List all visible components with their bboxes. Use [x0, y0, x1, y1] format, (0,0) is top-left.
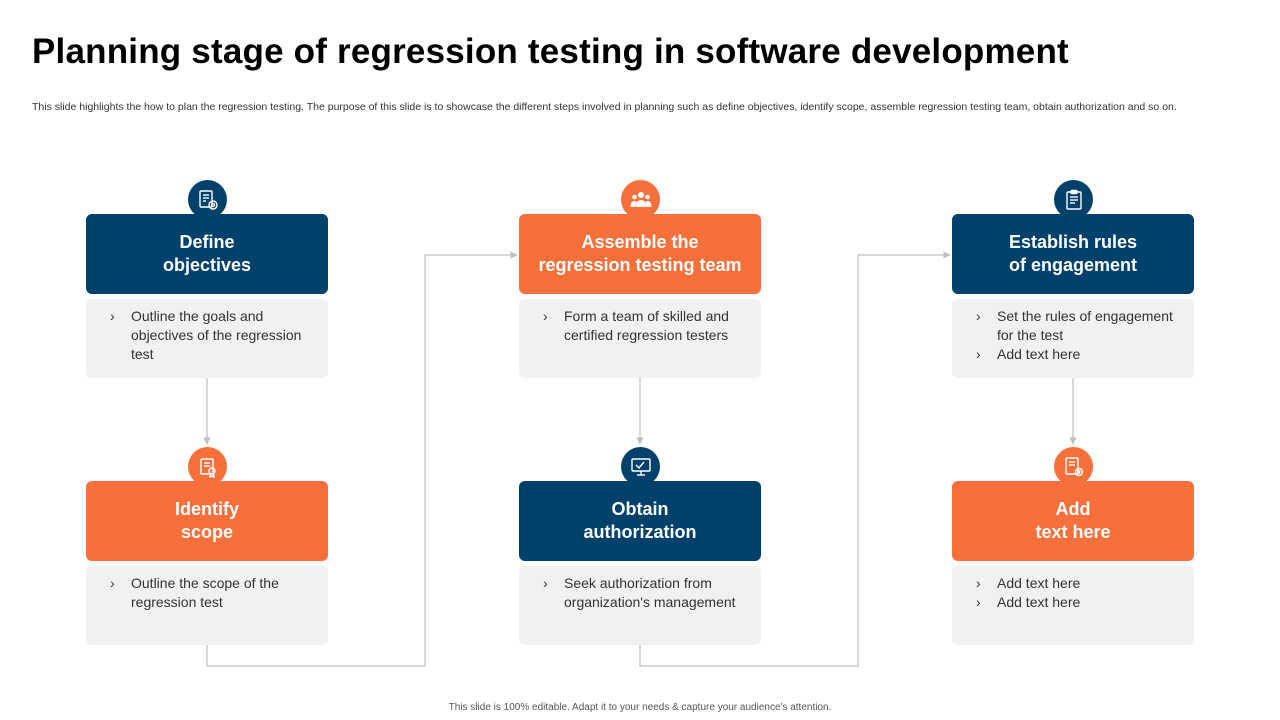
team-icon — [621, 180, 660, 219]
connector-scope-to-assemble — [206, 251, 518, 667]
step-header: Assemble the regression testing team — [519, 214, 761, 294]
step-bullet: Set the rules of engagement for the test — [976, 307, 1184, 345]
step-card-add-text: Add text here Add text here Add text her… — [952, 481, 1194, 645]
clipboard-rules-icon — [1054, 180, 1093, 219]
slide-footer: This slide is 100% editable. Adapt it to… — [448, 702, 832, 713]
step-title: Establish rules of engagement — [1008, 232, 1138, 275]
step-details: Add text here Add text here — [952, 566, 1194, 645]
step-bullet: Add text here — [976, 574, 1184, 593]
step-bullet: Add text here — [976, 593, 1184, 612]
step-title: Assemble the regression testing team — [538, 232, 742, 275]
checklist-target-icon — [188, 180, 227, 219]
step-card-obtain-authorization: Obtain authorization Seek authorization … — [519, 481, 761, 645]
step-header: Add text here — [952, 481, 1194, 561]
step-title: Identify scope — [174, 499, 239, 542]
connector-authorization-to-rules — [639, 251, 951, 667]
step-header: Obtain authorization — [519, 481, 761, 561]
step-card-establish-rules: Establish rules of engagement Set the ru… — [952, 214, 1194, 378]
step-header: Establish rules of engagement — [952, 214, 1194, 294]
step-bullet: Outline the goals and objectives of the … — [110, 307, 318, 364]
step-title: Obtain authorization — [583, 499, 697, 542]
step-bullet: Form a team of skilled and certified reg… — [543, 307, 751, 345]
slide-description: This slide highlights the how to plan th… — [32, 101, 1177, 113]
step-title: Add text here — [1035, 499, 1111, 542]
report-settings-icon — [1054, 447, 1093, 486]
step-title: Define objectives — [162, 232, 252, 275]
step-bullet: Add text here — [976, 345, 1184, 364]
step-details: Form a team of skilled and certified reg… — [519, 299, 761, 378]
slide-title: Planning stage of regression testing in … — [32, 32, 1069, 71]
step-details: Set the rules of engagement for the test… — [952, 299, 1194, 378]
step-card-identify-scope: Identify scope Outline the scope of the … — [86, 481, 328, 645]
step-bullet: Seek authorization from organization's m… — [543, 574, 751, 612]
document-certificate-icon — [188, 447, 227, 486]
step-card-define-objectives: Define objectives Outline the goals and … — [86, 214, 328, 378]
step-header: Identify scope — [86, 481, 328, 561]
step-header: Define objectives — [86, 214, 328, 294]
step-details: Outline the scope of the regression test — [86, 566, 328, 645]
step-bullet: Outline the scope of the regression test — [110, 574, 318, 612]
presentation-check-icon — [621, 447, 660, 486]
step-card-assemble-team: Assemble the regression testing team For… — [519, 214, 761, 378]
step-details: Seek authorization from organization's m… — [519, 566, 761, 645]
step-details: Outline the goals and objectives of the … — [86, 299, 328, 378]
